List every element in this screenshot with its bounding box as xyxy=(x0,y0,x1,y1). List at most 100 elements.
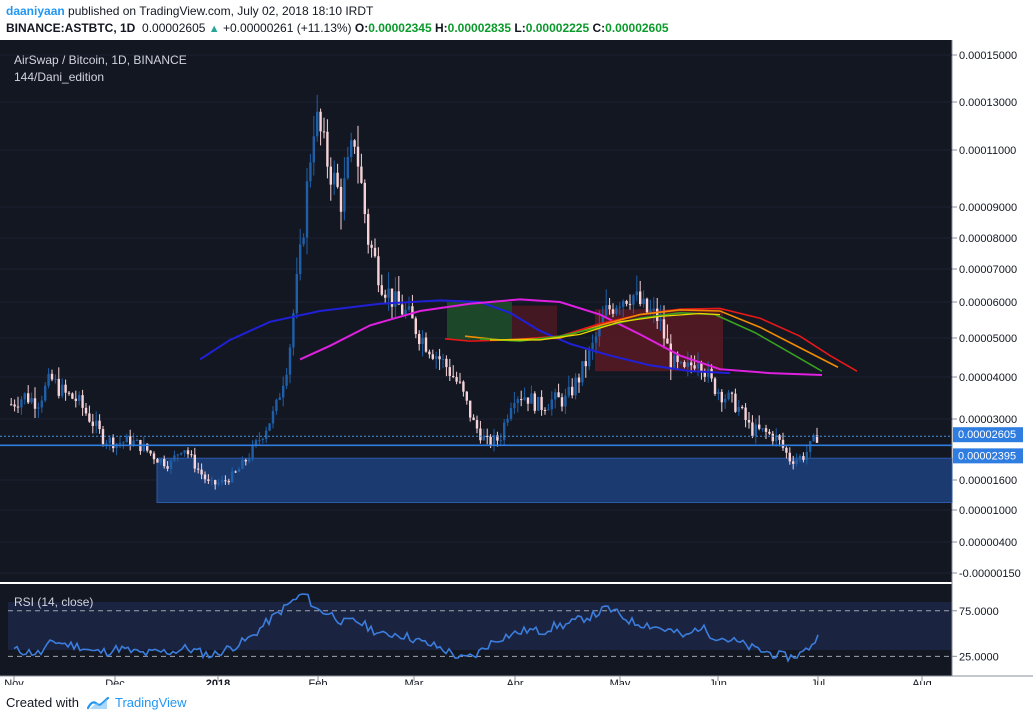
candle-body xyxy=(305,181,309,238)
candle-body xyxy=(513,402,516,409)
candle-body xyxy=(771,433,774,442)
candle-body xyxy=(370,244,373,248)
candle-body xyxy=(775,435,778,442)
candle-body xyxy=(397,291,400,305)
rsi-tick-label: 25.0000 xyxy=(959,651,999,663)
candle-body xyxy=(91,421,94,426)
y-tick-label: 0.00009000 xyxy=(959,202,1017,214)
author-link[interactable]: daaniyaan xyxy=(6,4,65,18)
candle-body xyxy=(554,392,557,400)
candle-body xyxy=(54,378,57,380)
candle-body xyxy=(292,313,295,348)
candle-body xyxy=(163,459,166,467)
candle-body xyxy=(486,435,489,437)
tradingview-link[interactable]: TradingView xyxy=(86,695,187,710)
candle-body xyxy=(812,435,815,442)
hline-price-tag xyxy=(953,448,1023,464)
candle-body xyxy=(435,356,438,359)
candle-body xyxy=(40,400,43,408)
x-tick-label: Jul xyxy=(811,678,825,685)
candle-body xyxy=(71,393,74,399)
candle-body xyxy=(190,454,193,456)
candle-body xyxy=(489,436,492,446)
y-axis-ticks: 0.00015000 0.00013000 0.00011000 0.00009000… xyxy=(952,50,1021,580)
moving-averages xyxy=(199,298,858,377)
x-axis-ticks: Nov Dec 2018 Feb Mar Apr May Jun Jul Aug xyxy=(4,676,932,685)
candle-body xyxy=(679,362,683,364)
candle-body xyxy=(441,358,445,360)
candle-body xyxy=(560,397,564,407)
candle-body xyxy=(639,291,642,305)
candle-body xyxy=(149,450,152,454)
tradingview-logo-icon xyxy=(86,696,109,709)
candle-body xyxy=(666,338,669,344)
high-label: H: xyxy=(435,21,448,35)
candle-body xyxy=(401,304,404,315)
candle-body xyxy=(693,365,696,369)
rsi-indicator xyxy=(8,593,952,663)
y-tick-label: 0.00007000 xyxy=(959,264,1017,276)
candle-body xyxy=(343,178,346,212)
candle-body xyxy=(669,343,672,369)
candle-body xyxy=(516,399,519,403)
candle-body xyxy=(251,445,254,459)
candle-body xyxy=(581,361,584,383)
candle-body xyxy=(50,373,54,380)
last-price-tag xyxy=(953,427,1023,443)
candle-body xyxy=(414,318,417,334)
candle-body xyxy=(781,439,785,448)
candle-body xyxy=(44,385,47,401)
candle-body xyxy=(445,358,448,368)
candle-body xyxy=(237,468,241,472)
close-value: 0.00002605 xyxy=(605,21,669,35)
candle-body xyxy=(479,428,482,441)
candle-body xyxy=(353,140,356,147)
price-chart[interactable]: 0.00015000 0.00013000 0.00011000 0.00009000… xyxy=(0,40,1033,685)
candle-body xyxy=(350,140,353,157)
candle-body xyxy=(387,288,390,298)
y-tick-label: 0.00015000 xyxy=(959,50,1017,62)
y-tick-label: 0.00011000 xyxy=(959,145,1016,157)
candle-body xyxy=(10,404,13,406)
candle-body xyxy=(472,417,475,421)
candle-body xyxy=(601,315,604,324)
candle-body xyxy=(611,309,615,314)
candle-body xyxy=(482,435,485,441)
candle-body xyxy=(690,362,693,366)
candle-body xyxy=(418,333,421,345)
candle-body xyxy=(27,393,30,403)
candle-body xyxy=(628,303,632,305)
horizontal-lines xyxy=(0,435,952,447)
chart-subtitle: 144/Dani_edition xyxy=(14,70,104,84)
candle-body xyxy=(268,423,271,431)
candle-body xyxy=(108,437,111,444)
candle-body xyxy=(319,111,322,132)
candle-body xyxy=(805,451,808,460)
x-tick-label: Apr xyxy=(506,678,523,685)
candle-body xyxy=(727,392,730,399)
candle-body xyxy=(465,391,468,401)
candle-body xyxy=(309,162,312,182)
candle-body xyxy=(261,438,264,440)
candles xyxy=(10,94,819,490)
candle-body xyxy=(452,375,455,377)
candle-body xyxy=(88,413,91,422)
candle-body xyxy=(363,182,366,215)
candle-body xyxy=(571,386,574,396)
ma-blue-line xyxy=(199,299,731,375)
candle-body xyxy=(384,294,387,298)
candle-body xyxy=(214,480,217,485)
candle-body xyxy=(180,452,183,455)
rsi-tick-label: 75.0000 xyxy=(959,606,999,618)
candle-body xyxy=(778,435,781,440)
candle-body xyxy=(288,347,292,375)
candle-body xyxy=(761,428,764,430)
candle-body xyxy=(203,474,207,480)
low-label: L: xyxy=(514,21,526,35)
candle-body xyxy=(492,435,496,446)
candle-body xyxy=(428,351,431,355)
candle-body xyxy=(509,408,513,419)
candle-body xyxy=(713,378,717,394)
candle-body xyxy=(642,298,645,305)
candle-body xyxy=(23,393,26,400)
